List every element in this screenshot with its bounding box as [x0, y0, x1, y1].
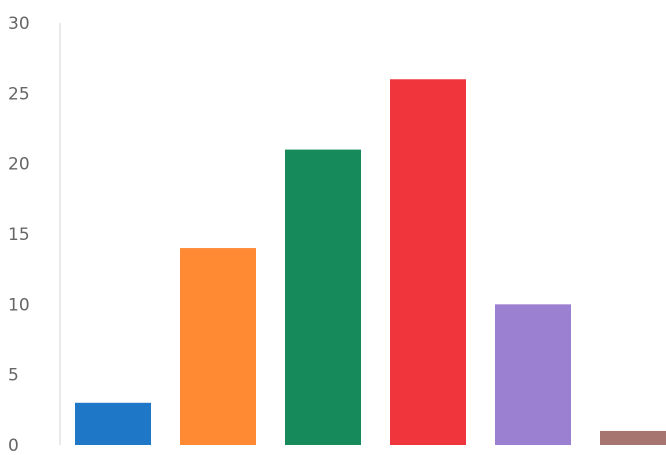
bar: [180, 248, 256, 445]
y-tick-label: 25: [8, 84, 30, 104]
bar: [285, 150, 361, 445]
y-axis-ticks: 0 5 10 15 20 25 30: [8, 14, 30, 455]
y-tick-label: 10: [8, 295, 30, 315]
y-tick-label: 30: [8, 14, 30, 34]
y-tick-label: 0: [8, 436, 19, 455]
y-tick-label: 15: [8, 225, 30, 245]
bar: [495, 304, 571, 445]
bar-series: [75, 79, 666, 445]
y-tick-label: 20: [8, 155, 30, 175]
bar: [75, 403, 151, 445]
bar: [390, 79, 466, 445]
bar: [600, 431, 666, 445]
y-tick-label: 5: [8, 366, 19, 386]
